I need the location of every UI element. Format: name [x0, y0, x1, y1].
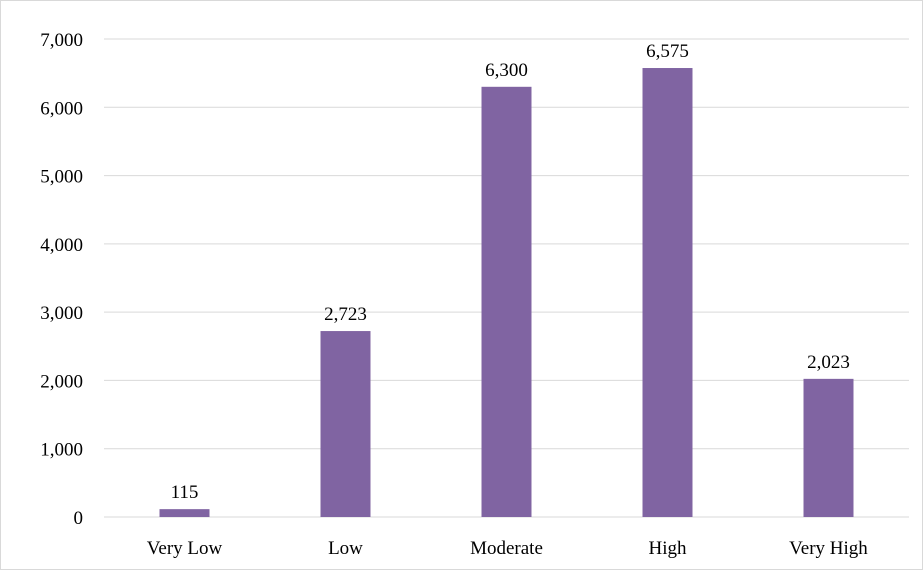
data-labels: 115 2,723 6,300 6,575 2,023 [171, 41, 850, 503]
x-category-label: Very Low [147, 538, 223, 559]
bar [642, 68, 693, 518]
x-axis-categories: Very Low Low Moderate High Very High [147, 538, 869, 559]
y-tick-label: 6,000 [40, 98, 83, 119]
y-tick-label: 4,000 [40, 235, 83, 256]
data-label: 2,723 [324, 304, 367, 325]
y-tick-label: 7,000 [40, 30, 83, 51]
x-category-label: Low [328, 538, 363, 559]
data-label: 2,023 [807, 352, 850, 373]
y-tick-label: 2,000 [40, 371, 83, 392]
bar [320, 331, 371, 517]
x-category-label: Very High [789, 538, 868, 559]
y-axis-ticks: 0 1,000 2,000 3,000 4,000 5,000 6,000 7,000 [40, 30, 83, 529]
y-tick-label: 3,000 [40, 303, 83, 324]
bar [159, 509, 210, 517]
y-tick-label: 5,000 [40, 167, 83, 188]
bar [481, 86, 532, 518]
y-tick-label: 1,000 [40, 440, 83, 461]
y-tick-label: 0 [74, 508, 84, 529]
bar [803, 378, 854, 517]
data-label: 6,300 [485, 60, 528, 81]
data-label: 6,575 [646, 41, 689, 62]
x-category-label: Moderate [470, 538, 543, 559]
bars [159, 68, 854, 518]
data-label: 115 [171, 482, 199, 503]
x-category-label: High [649, 538, 688, 559]
